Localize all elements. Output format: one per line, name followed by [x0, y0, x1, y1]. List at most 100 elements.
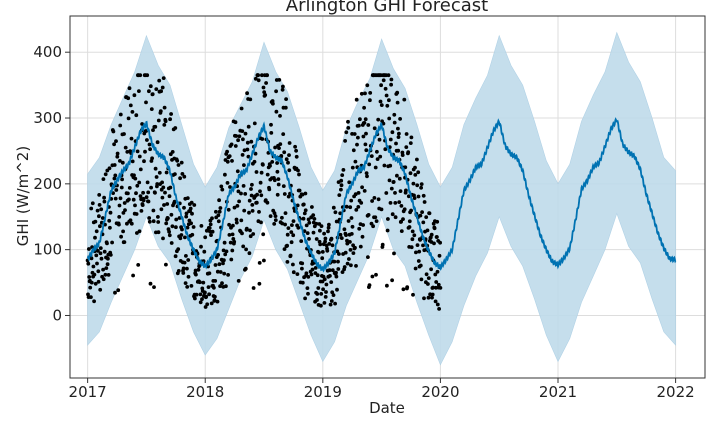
observed-point: [241, 184, 246, 188]
observed-point: [373, 215, 378, 220]
observed-point: [240, 129, 245, 134]
x-axis-ticks: 2017 2018 2019 2020 2021 2022: [69, 378, 695, 401]
observed-point: [115, 154, 120, 159]
observed-point: [346, 219, 351, 223]
observed-point: [217, 262, 222, 267]
observed-point: [315, 292, 320, 296]
observed-point: [339, 187, 343, 192]
observed-point: [384, 93, 389, 98]
observed-point: [381, 78, 386, 83]
observed-point: [283, 211, 288, 216]
observed-point: [383, 147, 388, 152]
observed-point: [126, 96, 131, 101]
observed-point: [112, 176, 117, 181]
observed-point: [396, 148, 401, 153]
x-tick-label: 2022: [657, 383, 695, 401]
observed-point: [147, 216, 152, 220]
observed-point: [349, 263, 353, 268]
observed-point: [198, 292, 203, 297]
observed-point: [153, 190, 157, 195]
observed-point: [392, 251, 396, 256]
observed-point: [145, 73, 150, 78]
observed-point: [281, 184, 286, 189]
observed-point: [397, 176, 402, 181]
observed-point: [369, 154, 374, 159]
observed-point: [392, 112, 397, 117]
observed-point: [319, 303, 323, 308]
observed-point: [248, 228, 252, 233]
observed-point: [361, 223, 365, 227]
observed-point: [201, 280, 206, 285]
observed-point: [346, 119, 350, 124]
observed-point: [141, 198, 146, 203]
observed-point: [197, 280, 202, 285]
forecast-layer: [86, 117, 677, 273]
observed-point: [307, 237, 311, 241]
chart-title: Arlington GHI Forecast: [286, 0, 488, 16]
observed-point: [220, 281, 224, 286]
observed-point: [418, 213, 423, 218]
observed-point: [155, 182, 160, 186]
observed-point: [224, 284, 228, 289]
observed-point: [390, 278, 394, 283]
observed-point: [284, 157, 289, 162]
observed-point: [395, 173, 399, 178]
observed-point: [196, 267, 201, 272]
observed-point: [337, 252, 341, 256]
observed-point: [156, 230, 161, 235]
observed-point: [146, 190, 151, 195]
observed-point: [419, 277, 424, 282]
observed-point: [319, 224, 324, 229]
observed-point: [378, 154, 383, 159]
observed-point: [415, 157, 419, 162]
observed-point: [367, 162, 372, 167]
observed-point: [169, 212, 174, 217]
observed-point: [89, 206, 94, 211]
observed-point: [365, 174, 369, 179]
observed-point: [178, 236, 183, 241]
observed-point: [362, 189, 367, 193]
observed-point: [331, 293, 336, 297]
observed-point: [237, 199, 242, 204]
observed-point: [352, 132, 357, 136]
observed-point: [213, 294, 217, 299]
observed-point: [396, 135, 401, 140]
observed-point: [145, 138, 149, 142]
observed-point: [156, 118, 161, 123]
observed-point: [125, 150, 130, 154]
observed-point: [103, 172, 108, 177]
observed-point: [165, 202, 170, 206]
observed-point: [327, 222, 331, 227]
observed-point: [285, 232, 290, 237]
observed-point: [340, 173, 345, 178]
observed-point: [233, 120, 238, 125]
observed-point: [426, 282, 430, 286]
observed-point: [277, 78, 282, 82]
observed-point: [401, 217, 405, 222]
observed-point: [324, 282, 329, 287]
observed-point: [107, 218, 112, 223]
observed-point: [379, 103, 384, 107]
observed-point: [405, 285, 410, 290]
observed-point: [322, 301, 327, 305]
observed-point: [170, 224, 175, 229]
observed-point: [273, 218, 278, 223]
observed-point: [359, 91, 364, 96]
observed-point: [379, 83, 383, 88]
observed-point: [189, 200, 194, 205]
observed-point: [326, 229, 330, 234]
observed-point: [94, 253, 99, 258]
observed-point: [98, 251, 103, 256]
observed-point: [333, 210, 338, 215]
observed-point: [218, 270, 223, 274]
observed-point: [101, 277, 106, 282]
observed-point: [173, 172, 177, 177]
observed-point: [364, 148, 369, 153]
observed-point: [301, 216, 306, 221]
observed-point: [99, 207, 104, 212]
observed-point: [134, 212, 139, 216]
observed-point: [373, 165, 378, 170]
observed-point: [240, 231, 244, 236]
observed-point: [135, 183, 140, 188]
observed-point: [245, 147, 250, 152]
